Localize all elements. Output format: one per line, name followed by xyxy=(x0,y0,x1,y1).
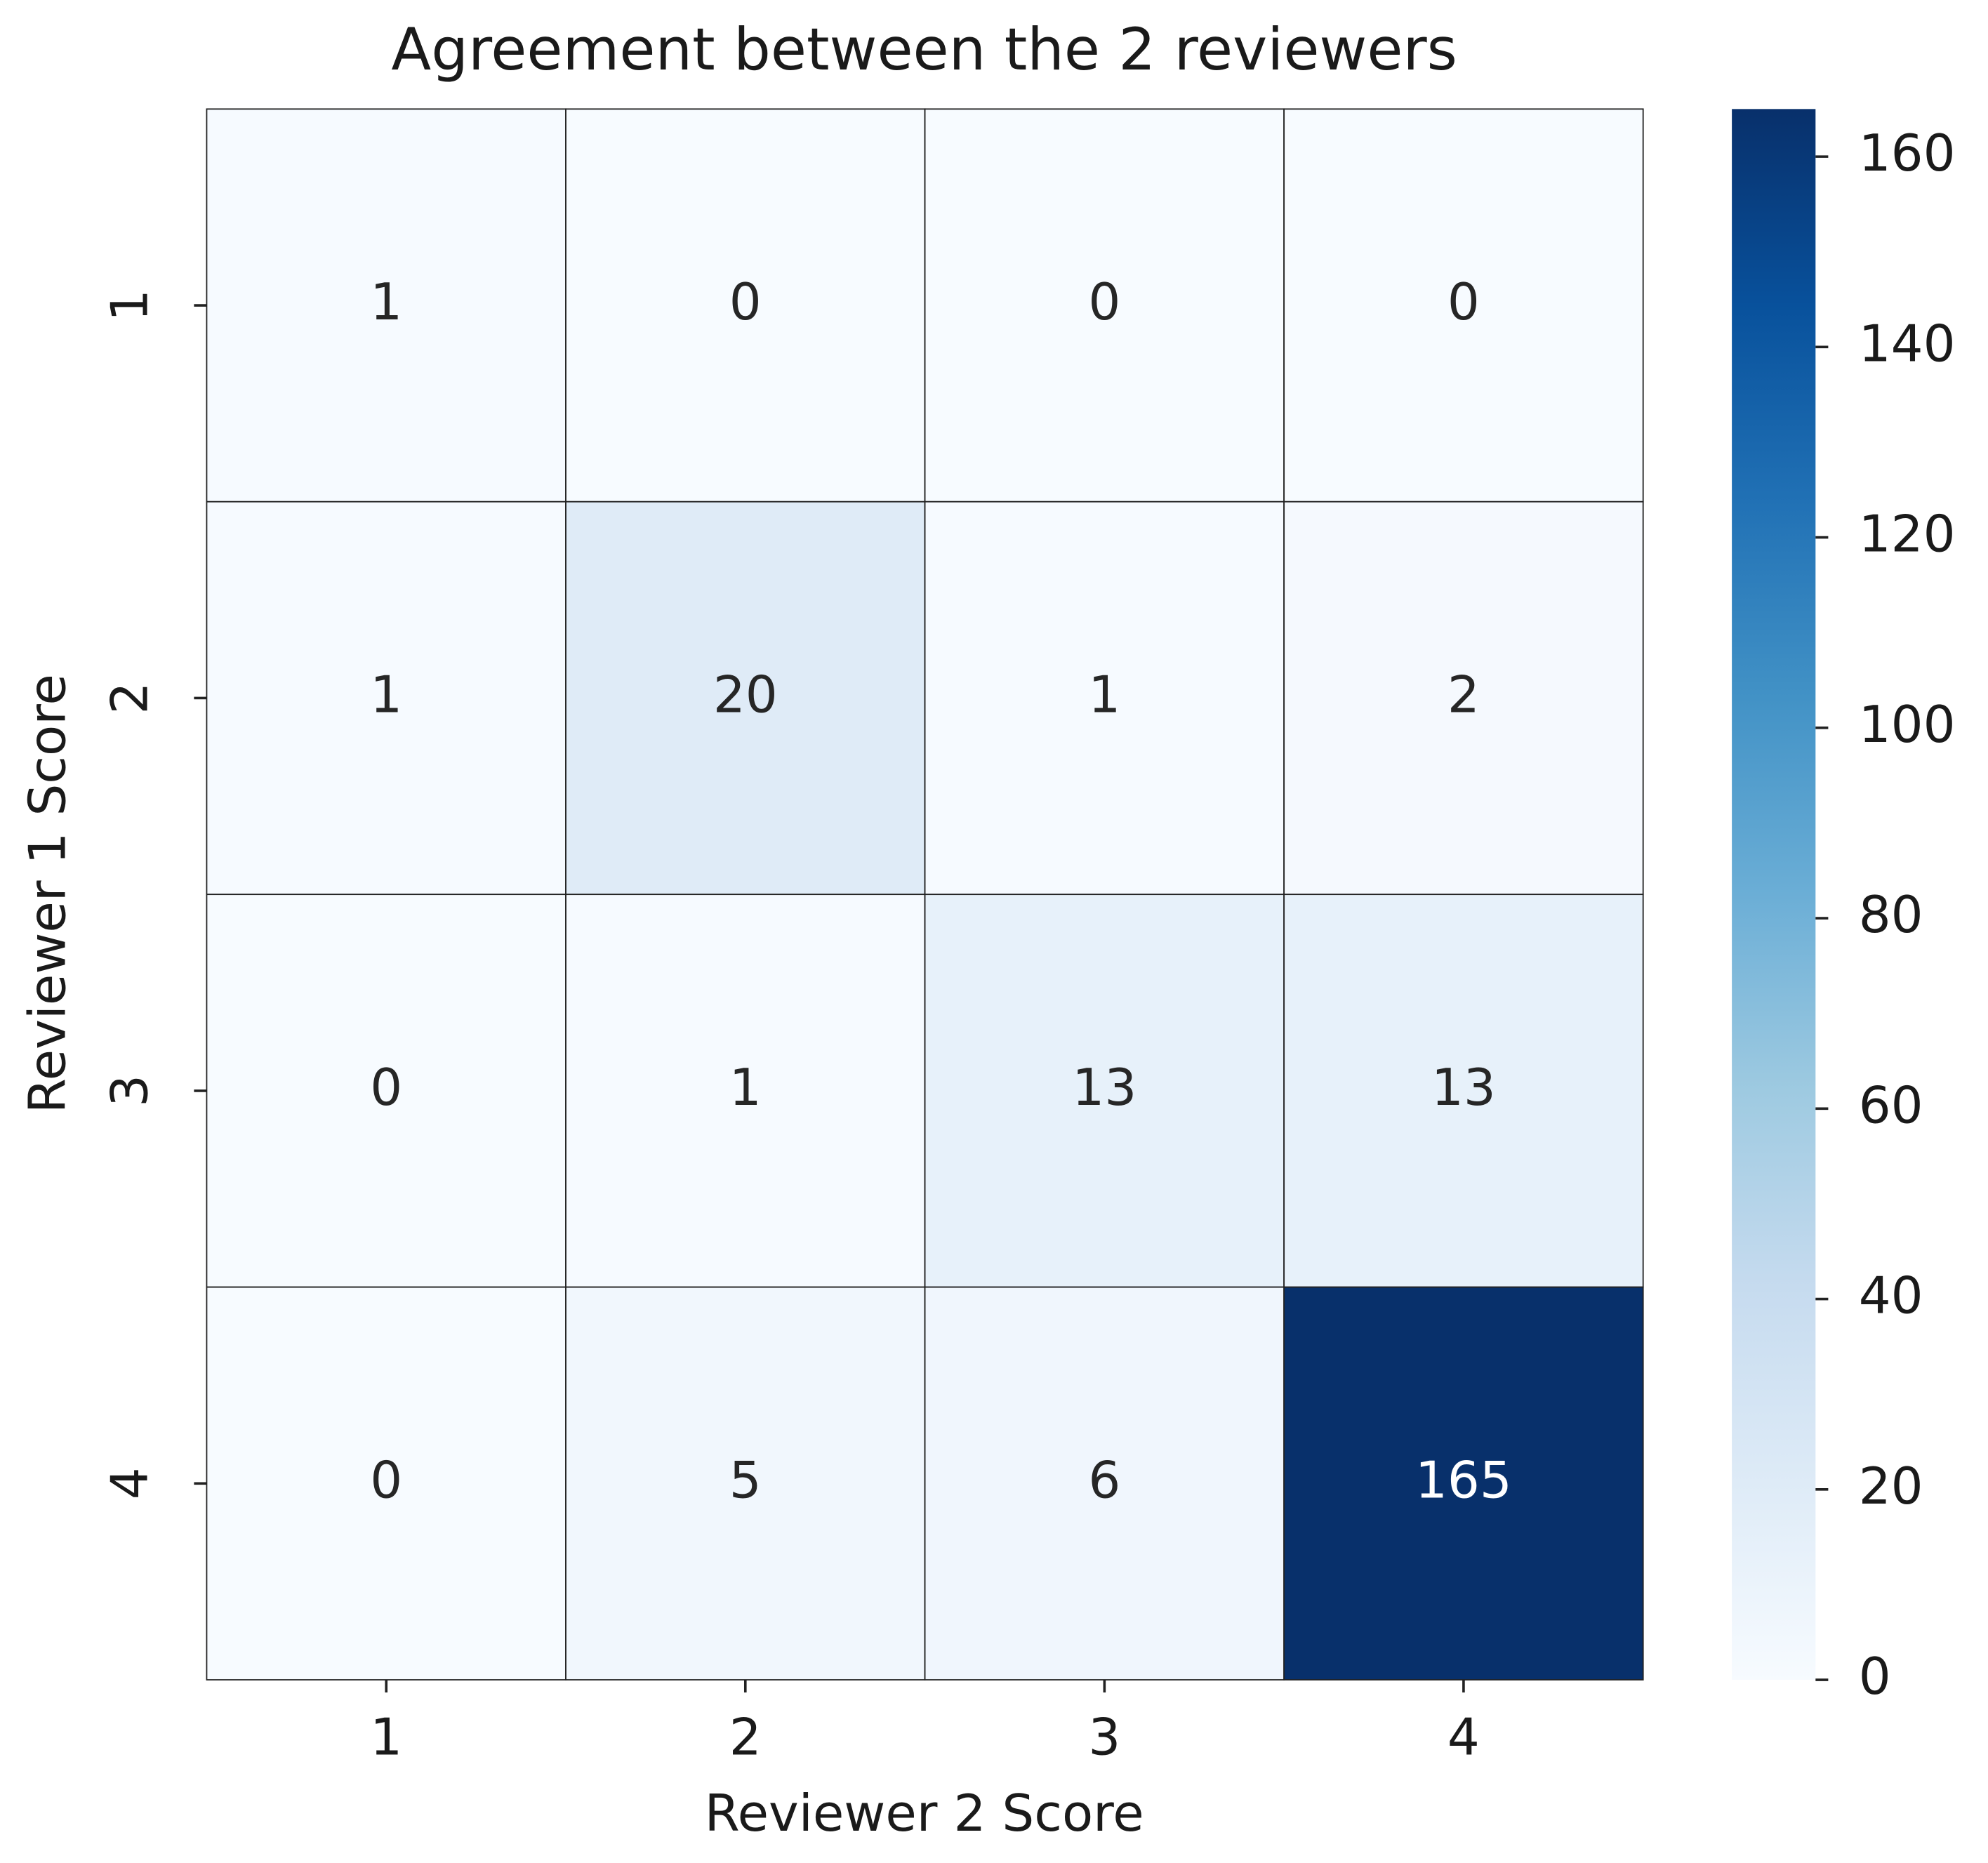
y-tick-label: 4 xyxy=(101,1467,160,1499)
heatmap-cell xyxy=(924,108,1285,503)
heatmap-cell xyxy=(565,108,926,503)
y-tick-label: 2 xyxy=(101,682,160,714)
cell-label: 13 xyxy=(1072,1059,1137,1118)
heatmap-cell xyxy=(206,108,566,503)
colorbar-tick-label: 160 xyxy=(1859,124,1956,183)
cell-label: 13 xyxy=(1431,1059,1496,1118)
cell-label: 0 xyxy=(729,273,762,332)
colorbar-tick-label: 100 xyxy=(1859,696,1956,755)
heatmap-cell xyxy=(924,500,1285,896)
x-axis-label: Reviewer 2 Score xyxy=(705,1784,1144,1843)
colorbar-tick-label: 140 xyxy=(1859,314,1956,373)
heatmap-cell xyxy=(1283,1286,1644,1680)
y-tick-label: 3 xyxy=(101,1075,160,1107)
heatmap-cell xyxy=(1283,894,1644,1288)
heatmap-cell xyxy=(1283,108,1644,503)
colorbar-tick-label: 120 xyxy=(1859,505,1956,564)
colorbar-tick-label: 0 xyxy=(1859,1647,1891,1706)
colorbar-tick-label: 60 xyxy=(1859,1076,1923,1135)
y-axis-label: Reviewer 1 Score xyxy=(18,674,77,1113)
heatmap-cell xyxy=(206,1286,566,1680)
heatmap-cell xyxy=(206,500,566,896)
x-tick-label: 1 xyxy=(370,1709,402,1768)
cell-label: 0 xyxy=(370,1059,402,1118)
heatmap-cell xyxy=(1283,500,1644,896)
cell-label: 6 xyxy=(1088,1451,1120,1510)
colorbar xyxy=(1732,109,1816,1680)
cell-label: 0 xyxy=(1447,273,1480,332)
colorbar-tick-label: 20 xyxy=(1859,1457,1923,1516)
cell-label: 1 xyxy=(729,1059,762,1118)
chart-title: Agreement between the 2 reviewers xyxy=(391,15,1457,84)
cell-label: 2 xyxy=(1447,665,1480,724)
heatmap-cell xyxy=(565,500,926,896)
cell-label: 0 xyxy=(1088,273,1120,332)
cell-label: 1 xyxy=(370,665,402,724)
heatmap-cell xyxy=(565,894,926,1288)
cell-label: 20 xyxy=(713,665,778,724)
cell-label: 1 xyxy=(370,273,402,332)
cell-label: 5 xyxy=(729,1451,762,1510)
x-tick-label: 2 xyxy=(729,1709,762,1768)
x-tick-label: 3 xyxy=(1088,1709,1120,1768)
x-tick-label: 4 xyxy=(1447,1709,1480,1768)
cell-label: 0 xyxy=(370,1451,402,1510)
colorbar-tick-label: 40 xyxy=(1859,1267,1923,1326)
y-tick-label: 1 xyxy=(101,289,160,321)
cell-label: 165 xyxy=(1415,1451,1512,1510)
heatmap-cell xyxy=(565,1286,926,1680)
cell-label: 1 xyxy=(1088,665,1120,724)
colorbar-tick-label: 80 xyxy=(1859,886,1923,945)
heatmap-cell xyxy=(924,1286,1285,1680)
